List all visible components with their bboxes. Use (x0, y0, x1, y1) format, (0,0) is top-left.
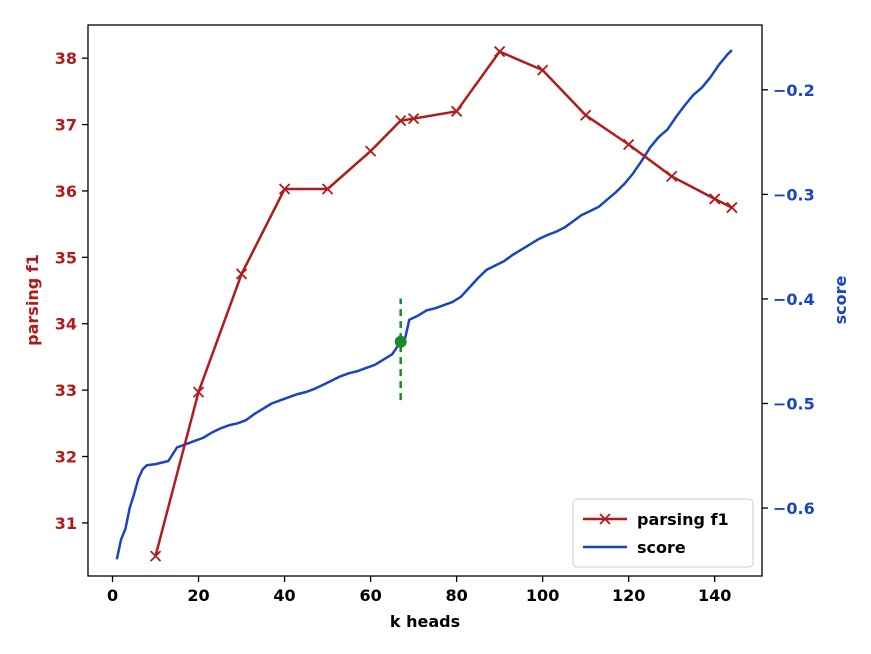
parsing-f1-point-marker (537, 64, 549, 76)
parsing-f1-point-marker (395, 114, 407, 127)
right-y-axis-ticks: −0.6 −0.5 −0.4 −0.3 −0.2 (762, 81, 815, 518)
left-y-tick-label: 37 (55, 116, 77, 135)
x-axis-label: k heads (390, 612, 460, 631)
right-y-axis-label: score (831, 275, 850, 324)
plot-area (87, 24, 763, 577)
x-axis-ticks: 0 20 40 60 80 100 120 140 (107, 576, 731, 605)
left-y-tick-label: 32 (55, 448, 77, 467)
legend-label-score: score (637, 538, 686, 557)
x-tick-label: 40 (273, 586, 295, 605)
legend-marker-parsing-f1 (599, 513, 611, 525)
right-y-tick-label: −0.5 (773, 394, 815, 413)
left-y-tick-label: 35 (55, 248, 77, 267)
left-y-tick-label: 33 (55, 381, 77, 400)
right-y-tick-label: −0.3 (773, 185, 815, 204)
parsing-f1-point-marker (580, 109, 592, 121)
series-layer (115, 49, 733, 560)
parsing-f1-point-marker (278, 183, 291, 195)
score-series-line (115, 49, 733, 560)
parsing-f1-point-marker (666, 170, 678, 182)
parsing-f1-point-marker (623, 138, 635, 151)
highlight-point (394, 335, 407, 348)
parsing-f1-series-line (154, 50, 733, 557)
x-tick-label: 0 (107, 586, 118, 605)
left-y-axis-ticks: 31 32 33 34 35 36 37 38 (55, 49, 88, 533)
x-tick-label: 140 (698, 586, 731, 605)
parsing-f1-point-marker (493, 45, 506, 58)
left-y-tick-label: 34 (55, 315, 77, 334)
parsing-f1-point-marker (364, 145, 377, 157)
x-tick-label: 20 (187, 586, 209, 605)
markers-layer (149, 45, 738, 562)
parsing-f1-point-marker (149, 550, 162, 562)
x-tick-label: 80 (445, 586, 467, 605)
left-y-tick-label: 38 (55, 49, 77, 68)
left-y-axis-label: parsing f1 (23, 254, 42, 346)
parsing-f1-point-marker (407, 112, 420, 125)
parsing-f1-point-marker (321, 183, 334, 195)
parsing-f1-point-marker (192, 386, 205, 398)
x-tick-label: 100 (526, 586, 559, 605)
left-y-tick-label: 36 (55, 182, 77, 201)
parsing-f1-point-marker (726, 201, 738, 214)
parsing-f1-point-marker (709, 193, 721, 205)
legend-label-parsing-f1: parsing f1 (637, 510, 729, 529)
parsing-f1-point-marker (450, 105, 463, 117)
right-y-tick-label: −0.2 (773, 81, 815, 100)
right-y-tick-label: −0.4 (773, 290, 815, 309)
legend-box (572, 498, 754, 568)
left-y-tick-label: 31 (55, 514, 77, 533)
x-tick-label: 60 (359, 586, 381, 605)
right-y-tick-label: −0.6 (773, 499, 815, 518)
parsing-f1-point-marker (235, 268, 248, 280)
legend: parsing f1 score (572, 498, 754, 568)
x-tick-label: 120 (612, 586, 645, 605)
